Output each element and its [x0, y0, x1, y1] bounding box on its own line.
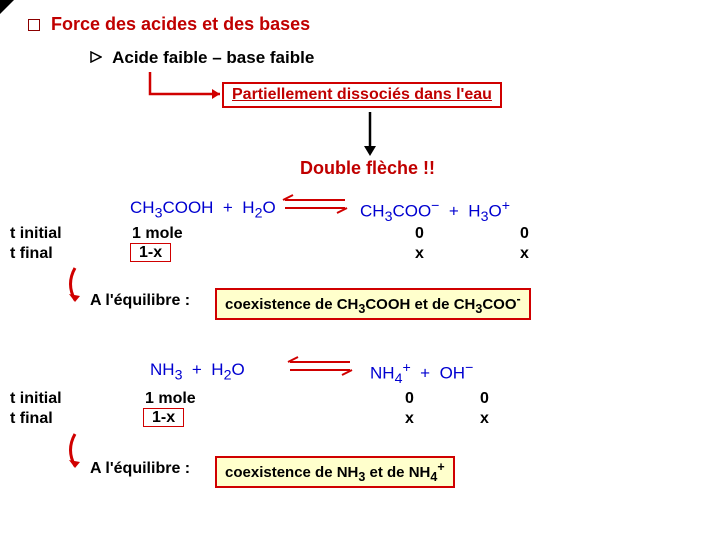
x-2a: x	[405, 410, 414, 428]
subtitle-row: Acide faible – base faible	[90, 48, 314, 68]
curve-arrow-1	[60, 266, 90, 306]
title-row: Force des acides et des bases	[28, 14, 310, 35]
r2-plus2: +	[420, 364, 430, 383]
double-fleche-label: Double flèche !!	[300, 158, 435, 179]
subtitle-text: Acide faible – base faible	[112, 48, 314, 67]
r2-h: H	[211, 360, 223, 379]
one-minus-x-2: 1-x	[143, 408, 184, 427]
r1r-plus: +	[502, 198, 510, 214]
reaction-1: CH3COOH + H2O	[130, 198, 276, 221]
zero-2b: 0	[480, 390, 489, 408]
equilibrium-arrow-1	[275, 192, 355, 216]
x-2b: x	[480, 410, 489, 428]
r1r-minus: −	[431, 198, 439, 214]
square-bullet-icon	[28, 19, 40, 31]
r1-cooh: COOH	[162, 198, 213, 217]
r2-nh: NH	[150, 360, 175, 379]
elbow-arrow-1	[140, 72, 230, 112]
r2-3: 3	[175, 367, 183, 383]
t-initial-1: t initial	[10, 225, 62, 243]
r2r-plus: +	[402, 360, 410, 376]
title-text: Force des acides et des bases	[51, 14, 310, 34]
one-mole-2: 1 mole	[145, 390, 196, 408]
coexistence-box-2: coexistence de NH3 et de NH4+	[215, 456, 455, 488]
t-final-1: t final	[10, 245, 53, 263]
triangle-bullet-icon	[90, 48, 102, 68]
coex1-c: COO	[482, 296, 516, 313]
equilibrium-arrow-2	[280, 354, 360, 378]
x-1b: x	[520, 245, 529, 263]
coex1-a: coexistence de CH	[225, 296, 358, 313]
r2r-oh: OH	[440, 364, 466, 383]
t-final-2: t final	[10, 410, 53, 428]
slide-corner-mark	[0, 0, 20, 20]
coex2-b: et de NH	[365, 464, 430, 481]
r1r-ch: CH	[360, 202, 385, 221]
box-partial-text: Partiellement dissociés dans l'eau	[222, 82, 502, 108]
one-mole-1: 1 mole	[132, 225, 183, 243]
r1-plus1: +	[223, 198, 233, 217]
equilibre-label-2: A l'équilibre :	[90, 460, 190, 478]
r1-h: H	[242, 198, 254, 217]
r2r-nh: NH	[370, 364, 395, 383]
one-minus-x-box-2: 1-x	[143, 409, 184, 427]
curve-arrow-2	[60, 432, 90, 472]
r1r-o: O	[488, 202, 501, 221]
r1-o: O	[262, 198, 275, 217]
r2-o: O	[231, 360, 244, 379]
reaction-2-rhs: NH4+ + OH−	[370, 360, 473, 387]
r1r-coo: COO	[392, 202, 431, 221]
reaction-2: NH3 + H2O	[150, 360, 245, 383]
zero-1b: 0	[520, 225, 529, 243]
one-minus-x-1: 1-x	[130, 243, 171, 262]
equilibre-label-1: A l'équilibre :	[90, 292, 190, 310]
reaction-1-rhs: CH3COO− + H3O+	[360, 198, 510, 225]
r2r-minus: −	[465, 360, 473, 376]
x-1a: x	[415, 245, 424, 263]
r2-plus1: +	[192, 360, 202, 379]
zero-2a: 0	[405, 390, 414, 408]
zero-1a: 0	[415, 225, 424, 243]
coex1-b: COOH et de CH	[365, 296, 475, 313]
box-partial-dissoc: Partiellement dissociés dans l'eau	[222, 82, 502, 108]
r1-plus2: +	[449, 202, 459, 221]
down-arrow-1	[360, 112, 380, 160]
r1-ch: CH	[130, 198, 155, 217]
coexistence-box-1: coexistence de CH3COOH et de CH3COO-	[215, 288, 531, 320]
r1r-h: H	[468, 202, 480, 221]
t-initial-2: t initial	[10, 390, 62, 408]
coex2-a: coexistence de NH	[225, 464, 358, 481]
one-minus-x-box-1: 1-x	[130, 244, 171, 262]
